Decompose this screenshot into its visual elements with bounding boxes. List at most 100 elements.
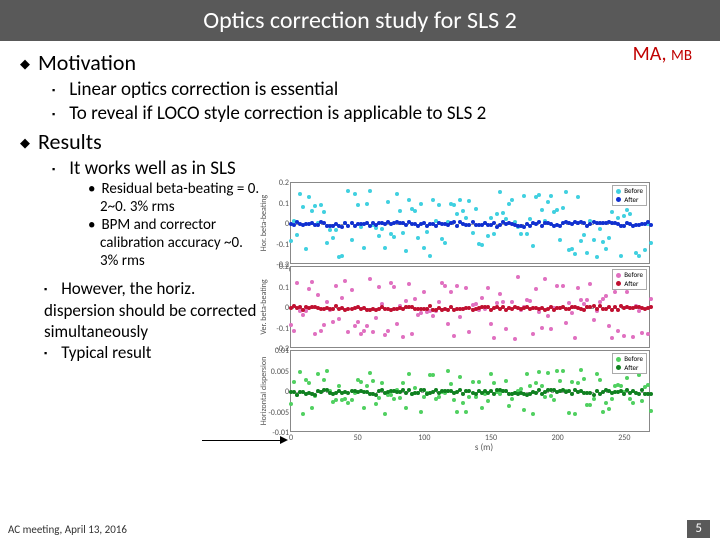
data-point [616, 329, 620, 333]
data-point [383, 246, 387, 250]
data-point [467, 199, 471, 203]
data-point [449, 382, 453, 386]
data-point [525, 372, 529, 376]
data-point [334, 284, 338, 288]
data-point [489, 322, 493, 326]
legend-swatch [616, 281, 621, 286]
x-tick: 100 [418, 433, 430, 443]
data-point [404, 406, 408, 410]
data-point [480, 406, 484, 410]
data-point [598, 227, 602, 231]
legend-label: After [624, 279, 638, 288]
slide-title: Optics correction study for SLS 2 [0, 0, 720, 41]
data-point [346, 330, 350, 334]
data-point [628, 212, 632, 216]
y-tick: 0.1 [279, 283, 289, 293]
data-point [377, 396, 381, 400]
data-point [467, 330, 471, 334]
data-point [316, 293, 320, 297]
data-point [313, 332, 317, 336]
results-item-1: It works well as in SLS [52, 157, 706, 181]
data-point [350, 238, 354, 242]
data-point [310, 406, 314, 410]
data-point [592, 397, 596, 401]
data-point [368, 371, 372, 375]
data-point [507, 404, 511, 408]
data-point [392, 285, 396, 289]
data-point [452, 203, 456, 207]
data-point [419, 410, 423, 414]
data-point [625, 376, 629, 380]
data-point [604, 401, 608, 405]
data-point [325, 241, 329, 245]
data-point [455, 284, 459, 288]
data-point [458, 198, 462, 202]
data-point [331, 320, 335, 324]
data-point [501, 300, 505, 304]
data-point [422, 290, 426, 294]
content: Motivation Linear optics correction is e… [0, 41, 720, 453]
footer-text: AC meeting, April 13, 2016 [8, 523, 127, 536]
data-point [395, 322, 399, 326]
data-point [540, 326, 544, 330]
data-point [455, 224, 459, 228]
data-point [443, 284, 447, 288]
data-point [374, 316, 378, 320]
data-point [464, 286, 468, 290]
data-point [619, 384, 623, 388]
data-point [365, 202, 369, 206]
data-point [613, 290, 617, 294]
plot-area: -0.2-0.100.10.2BeforeAfter [290, 266, 650, 348]
data-point [498, 292, 502, 296]
data-point [334, 398, 338, 402]
data-point [525, 232, 529, 236]
data-point [461, 209, 465, 213]
data-point [510, 300, 514, 304]
data-point [619, 254, 623, 258]
data-point [646, 383, 650, 387]
x-tick: 150 [485, 433, 497, 443]
data-point [340, 225, 344, 229]
data-point [561, 206, 565, 210]
data-point [380, 227, 384, 231]
data-point [631, 401, 635, 405]
data-point [622, 334, 626, 338]
data-point [616, 216, 620, 220]
data-point [431, 198, 435, 202]
data-point [425, 230, 429, 234]
data-point [492, 232, 496, 236]
data-point [437, 203, 441, 207]
data-point [380, 381, 384, 385]
data-point [501, 211, 505, 215]
data-point [301, 205, 305, 209]
results-sub-1a: Residual beta-beating = 0. 2~0. 3% rms [88, 180, 262, 216]
data-point [573, 412, 577, 416]
data-point [649, 409, 653, 413]
data-point [374, 402, 378, 406]
data-point [449, 290, 453, 294]
data-point [646, 332, 650, 336]
data-point [534, 381, 538, 385]
data-point [340, 296, 344, 300]
data-point [371, 330, 375, 334]
data-point [322, 323, 326, 327]
data-point [486, 286, 490, 290]
data-point [522, 194, 526, 198]
data-point [631, 335, 635, 339]
data-point [546, 200, 550, 204]
data-point [570, 392, 574, 396]
data-point [576, 381, 580, 385]
data-point [377, 285, 381, 289]
chart-panel: -0.2-0.100.10.2050100150200250BeforeAfte… [262, 180, 706, 453]
data-point [486, 234, 490, 238]
data-point [588, 282, 592, 286]
data-point [579, 368, 583, 372]
data-point [474, 392, 478, 396]
data-point [489, 372, 493, 376]
data-point [319, 329, 323, 333]
legend: BeforeAfter [612, 353, 647, 374]
data-point [477, 380, 481, 384]
data-point [604, 247, 608, 251]
arrow-icon [202, 440, 282, 441]
data-point [398, 396, 402, 400]
